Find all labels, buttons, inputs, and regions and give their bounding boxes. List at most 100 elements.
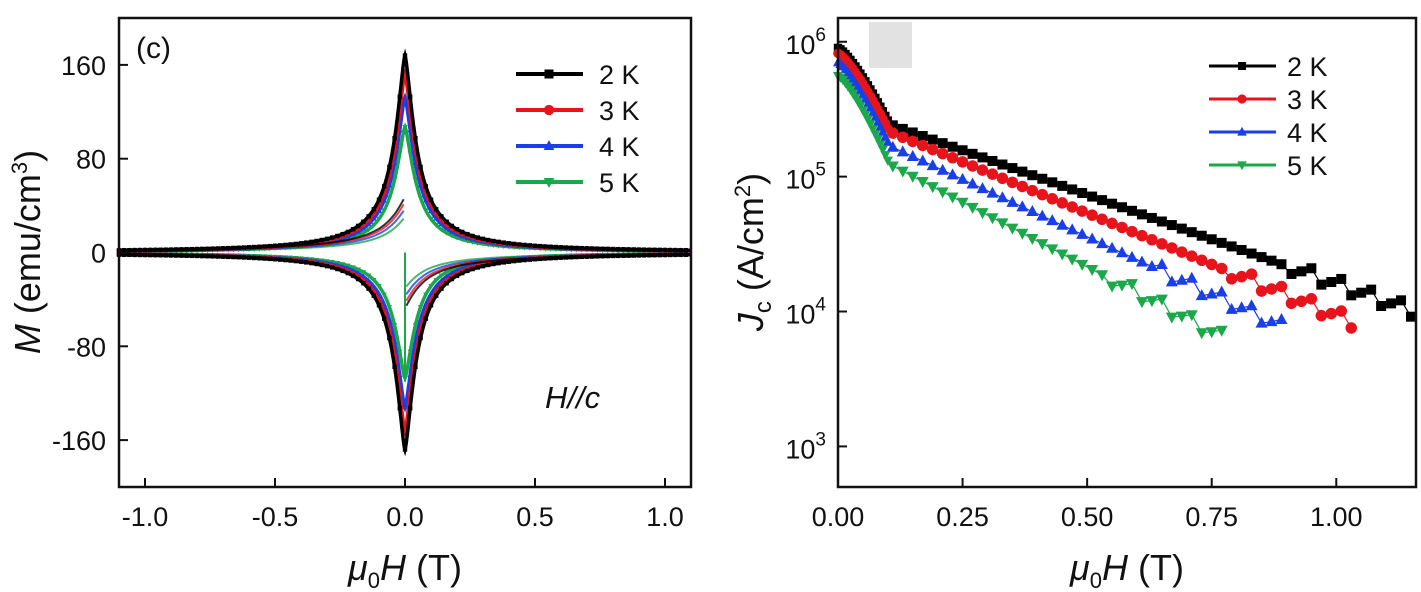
data-point [443, 225, 450, 231]
data-point [1226, 241, 1237, 252]
data-point [1056, 218, 1069, 230]
data-point [1007, 163, 1018, 174]
x-tick-label: -0.5 [252, 502, 299, 532]
data-point [553, 244, 558, 250]
data-point [926, 159, 939, 171]
data-point [626, 247, 631, 252]
data-point [1117, 202, 1128, 213]
data-point [1336, 273, 1347, 284]
data-point [647, 253, 652, 258]
data-point [460, 229, 465, 235]
data-point [438, 273, 445, 279]
legend-entry: 2 K [1209, 52, 1328, 82]
data-point [600, 246, 605, 251]
data-point [1386, 298, 1397, 309]
data-point [142, 252, 148, 258]
data-point [936, 187, 949, 199]
data-point [324, 263, 330, 269]
y-tick-label: 105 [785, 160, 826, 195]
data-point [454, 235, 460, 241]
data-point [179, 253, 184, 258]
data-point [1256, 252, 1267, 263]
data-point [1306, 263, 1317, 274]
x-tick-label: 0.0 [386, 502, 424, 532]
legend-marker [1238, 62, 1246, 70]
data-point [1335, 305, 1348, 317]
data-point [897, 123, 908, 134]
data-point [642, 247, 647, 252]
data-point [996, 218, 1009, 230]
data-point [1406, 311, 1417, 322]
data-point [1136, 209, 1147, 220]
data-point [1345, 322, 1357, 334]
data-point [486, 262, 491, 268]
data-point [906, 149, 919, 161]
data-point [662, 252, 668, 258]
data-point [569, 245, 574, 250]
data-point [867, 125, 878, 135]
data-point [1125, 279, 1138, 291]
data-point [257, 256, 262, 261]
left-y-axis-title: M (emu/cm3) [7, 150, 48, 354]
data-point [465, 268, 470, 274]
data-point [189, 253, 194, 259]
data-point [652, 247, 657, 253]
critical-current-panel: 0.00 0.25 0.50 0.75 1.00 106 105 104 103 μ0H (T… [730, 16, 1418, 592]
data-point [428, 208, 434, 214]
data-point [926, 143, 939, 156]
data-point [127, 252, 132, 258]
data-point [1326, 277, 1337, 288]
data-point [371, 207, 376, 212]
data-point [1066, 201, 1078, 213]
data-point [501, 240, 506, 245]
y-tick-label: 0 [91, 239, 106, 269]
data-point [397, 349, 403, 355]
data-point [1356, 287, 1367, 298]
data-point [184, 247, 189, 252]
data-point [896, 166, 909, 178]
data-point [986, 168, 999, 180]
data-point [1056, 197, 1068, 209]
data-point [168, 253, 174, 258]
data-point [579, 254, 584, 260]
data-point [1346, 290, 1357, 301]
data-point [454, 227, 460, 232]
data-point [1255, 316, 1268, 328]
data-point [1196, 230, 1207, 241]
series-line [837, 62, 1282, 324]
data-point [621, 247, 626, 252]
data-point [1246, 248, 1257, 259]
data-point [1006, 195, 1019, 207]
legend-marker [1237, 126, 1247, 136]
data-point [872, 135, 883, 145]
data-point [397, 406, 402, 411]
data-point [642, 253, 647, 258]
data-point [335, 266, 340, 272]
data-point [1396, 295, 1407, 306]
data-point [1315, 309, 1328, 322]
data-point [486, 237, 491, 243]
data-point [220, 254, 226, 259]
data-point [371, 278, 377, 283]
data-point [683, 248, 688, 253]
data-point [407, 151, 413, 157]
legend-label: 3 K [599, 96, 640, 126]
data-point [512, 241, 517, 247]
data-point [376, 284, 382, 289]
data-point [345, 229, 350, 235]
data-point [1006, 176, 1019, 189]
data-point [132, 252, 137, 258]
data-point [1086, 232, 1099, 244]
data-point [1265, 315, 1278, 327]
data-point [673, 252, 678, 258]
data-point [976, 208, 989, 220]
data-point [683, 252, 688, 257]
legend-marker [1237, 161, 1247, 171]
data-point [946, 152, 959, 164]
left-x-ticks: -1.0 -0.5 0.0 0.5 1.0 [122, 478, 684, 532]
magnetization-curves [116, 48, 691, 457]
data-point [122, 252, 127, 257]
data-point [148, 252, 153, 258]
x-tick-label: 0.25 [936, 502, 989, 532]
data-point [946, 168, 959, 180]
